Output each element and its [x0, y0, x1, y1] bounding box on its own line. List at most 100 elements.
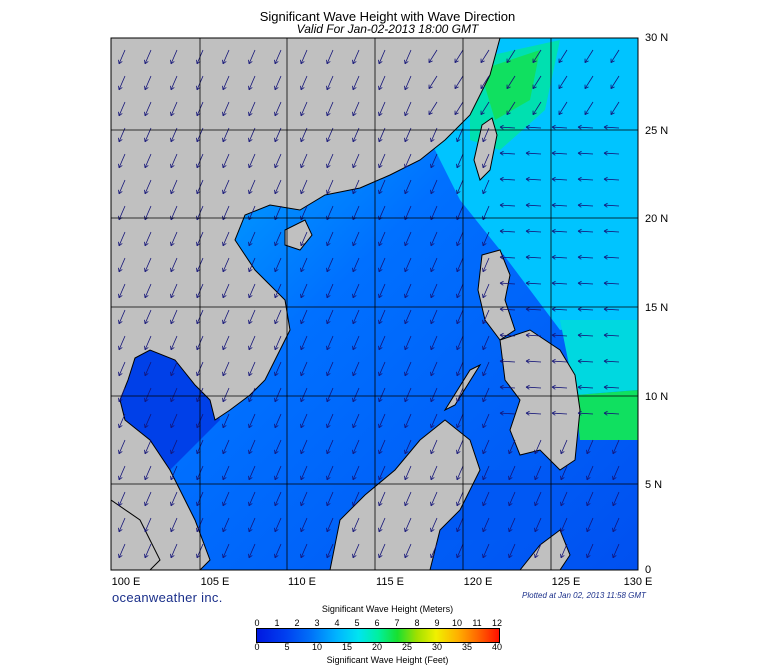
wave-arrow-head: [603, 332, 608, 336]
wave-arrow-head: [525, 124, 530, 128]
wave-arrow-head: [499, 386, 504, 390]
wave-arrow-head: [378, 451, 383, 455]
wave-arrow: [170, 517, 178, 532]
wave-arrow-head: [144, 451, 149, 455]
wave-arrow-head: [378, 61, 383, 65]
lat-label: 5 N: [645, 479, 663, 491]
wave-arrow-head: [430, 163, 432, 168]
wave-arrow-head: [430, 321, 435, 325]
wave-arrow-head: [551, 282, 556, 286]
wave-arrow-head: [274, 111, 276, 116]
wave-arrow: [534, 491, 542, 506]
wave-arrow-head: [196, 527, 198, 532]
wave-arrow: [300, 413, 308, 428]
wave-arrow: [248, 361, 256, 376]
wave-arrow: [248, 413, 256, 428]
wave-arrow-head: [144, 137, 146, 142]
wave-arrow-head: [144, 527, 146, 532]
feet-tick: 10: [311, 642, 322, 652]
wave-arrow-head: [404, 243, 409, 247]
wave-arrow: [560, 439, 568, 454]
wave-arrow: [404, 335, 412, 350]
wave-arrow-head: [118, 529, 123, 533]
wave-arrow: [428, 49, 438, 63]
wave-arrow-head: [378, 189, 380, 194]
wave-arrow-head: [482, 347, 487, 351]
wave-arrow-head: [326, 163, 328, 168]
wave-arrow-head: [610, 112, 615, 116]
lat-label: 20 N: [645, 213, 669, 225]
wave-arrow: [170, 543, 178, 558]
wave-arrow-head: [378, 165, 383, 169]
wave-arrow: [454, 101, 464, 115]
wave-arrow-head: [222, 165, 227, 169]
wave-arrow-head: [300, 371, 302, 376]
wave-arrow-head: [196, 293, 198, 298]
wave-arrow-head: [603, 178, 608, 182]
wave-arrow: [610, 75, 620, 89]
wave-arrow-head: [222, 397, 224, 402]
wave-arrow: [482, 231, 490, 246]
wave-arrow: [352, 75, 360, 90]
wave-arrow: [118, 153, 126, 168]
wave-arrow: [326, 49, 334, 64]
wave-arrow-head: [532, 86, 537, 90]
wave-arrow-head: [482, 189, 484, 194]
wave-arrow: [482, 465, 490, 480]
wave-arrow-head: [248, 345, 250, 350]
wave-arrow-head: [577, 282, 582, 286]
wave-arrow-head: [144, 503, 149, 507]
wave-arrow-head: [404, 191, 409, 195]
wave-arrow: [532, 75, 542, 89]
wave-arrow: [222, 205, 230, 220]
wave-arrow-head: [551, 254, 556, 258]
wave-arrow-head: [551, 176, 556, 180]
wave-arrow-head: [603, 280, 608, 284]
wave-arrow: [222, 283, 230, 298]
wave-arrow-head: [170, 85, 172, 90]
wave-arrow-head: [577, 412, 582, 416]
wave-arrow-head: [352, 373, 357, 377]
wave-arrow-head: [144, 449, 146, 454]
wave-arrow-head: [118, 293, 120, 298]
wave-arrow-head: [300, 113, 305, 117]
wave-arrow: [118, 257, 126, 272]
wave-arrow: [552, 412, 568, 415]
wave-arrow: [326, 465, 334, 480]
wave-arrow: [508, 465, 516, 480]
valid-time-subtitle: Valid For Jan-02-2013 18:00 GMT: [296, 22, 479, 36]
wave-arrow: [378, 465, 386, 480]
wave-arrow: [482, 387, 490, 402]
wave-arrow-head: [196, 423, 198, 428]
wave-arrow-head: [144, 501, 146, 506]
wave-arrow-head: [430, 475, 432, 480]
wave-arrow-head: [482, 425, 487, 429]
wave-arrow: [144, 179, 152, 194]
wave-arrow-head: [456, 425, 461, 429]
wave-arrow-head: [352, 267, 354, 272]
wave-arrow-head: [274, 137, 276, 142]
wave-arrow-head: [170, 529, 175, 533]
wave-arrow-head: [499, 228, 504, 232]
wave-arrow-head: [378, 163, 380, 168]
wave-arrow-head: [326, 529, 331, 533]
wave-arrow: [500, 204, 516, 207]
wave-arrow-head: [352, 111, 354, 116]
wave-arrow-head: [499, 230, 504, 234]
wave-arrow: [170, 387, 178, 402]
wave-arrow-head: [352, 425, 357, 429]
wave-arrow-head: [222, 113, 227, 117]
wave-arrow: [456, 257, 464, 272]
wave-arrow: [430, 387, 438, 402]
wave-arrow: [352, 153, 360, 168]
wave-arrow-head: [274, 269, 279, 273]
wave-arrow-head: [352, 451, 357, 455]
wave-arrow: [482, 283, 490, 298]
wave-arrow-head: [222, 267, 224, 272]
wave-arrow: [378, 439, 386, 454]
wave-arrow-head: [558, 112, 563, 116]
wave-arrow: [222, 231, 230, 246]
wave-arrow-head: [222, 345, 224, 350]
wave-arrow-head: [196, 345, 198, 350]
wave-arrow: [552, 386, 568, 389]
